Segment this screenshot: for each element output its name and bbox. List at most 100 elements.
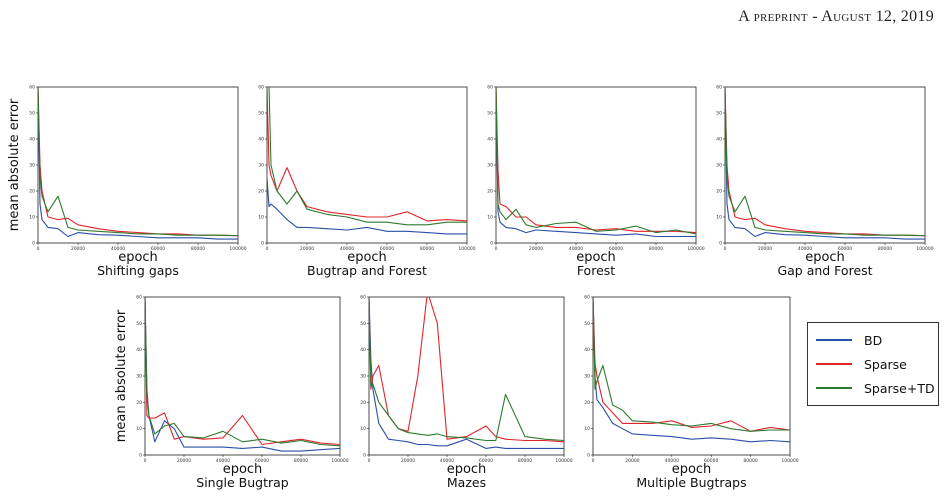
x-tick-label: 80000 bbox=[743, 458, 757, 464]
x-tick-label: 100000 bbox=[458, 246, 475, 252]
series-group bbox=[369, 297, 564, 449]
series-line-sparse bbox=[145, 297, 340, 446]
series-line-sparse bbox=[267, 87, 467, 222]
x-axis-label: epoch bbox=[118, 250, 158, 265]
chart-bugtrap-and-forest: 0 10 20 30 40 50 60 0 20000 40000 60000 80000 100000… bbox=[258, 85, 475, 279]
plot-frame bbox=[495, 86, 697, 244]
y-tick-label: 20 bbox=[136, 400, 142, 406]
legend-item-sparse: Sparse bbox=[816, 355, 907, 373]
x-axis-label: epoch bbox=[672, 462, 712, 477]
series-group bbox=[267, 87, 467, 235]
series-group bbox=[496, 87, 696, 238]
x-tick-label: 20000 bbox=[529, 246, 543, 252]
y-tick-label: 0 bbox=[139, 453, 142, 459]
y-tick-label: 40 bbox=[584, 347, 590, 353]
legend-label-sparse-td: Sparse+TD bbox=[864, 380, 935, 396]
y-tick-label: 50 bbox=[716, 111, 722, 117]
x-tick-label: 100000 bbox=[331, 458, 348, 464]
series-line-sparse bbox=[496, 87, 696, 234]
x-tick-label: 80000 bbox=[878, 246, 892, 252]
x-tick-label: 20000 bbox=[300, 246, 314, 252]
series-line-sparse bbox=[369, 297, 564, 443]
chart-title: Multiple Bugtraps bbox=[636, 475, 746, 490]
y-tick-label: 60 bbox=[584, 295, 590, 301]
y-tick-label: 0 bbox=[587, 453, 590, 459]
series-line-sparse-td bbox=[725, 87, 925, 237]
x-tick-label: 100000 bbox=[916, 246, 933, 252]
x-tick-label: 80000 bbox=[191, 246, 205, 252]
x-tick-label: 60000 bbox=[255, 458, 269, 464]
series-line-bd bbox=[496, 87, 696, 238]
y-tick-label: 30 bbox=[258, 163, 264, 169]
x-tick-label: 0 bbox=[495, 246, 498, 252]
y-axis-label: mean absolute error bbox=[114, 309, 129, 442]
y-tick-label: 30 bbox=[584, 374, 590, 380]
plot-frame bbox=[592, 296, 791, 456]
x-tick-label: 0 bbox=[144, 458, 147, 464]
y-tick-label: 60 bbox=[487, 85, 493, 91]
x-tick-label: 60000 bbox=[151, 246, 165, 252]
x-tick-label: 60000 bbox=[479, 458, 493, 464]
x-tick-label: 40000 bbox=[569, 246, 583, 252]
legend-label-bd: BD bbox=[864, 332, 883, 348]
legend-swatch-bd bbox=[816, 339, 852, 341]
x-tick-label: 100000 bbox=[687, 246, 704, 252]
series-group bbox=[725, 87, 925, 240]
chart-title: Gap and Forest bbox=[777, 263, 872, 278]
y-tick-label: 10 bbox=[29, 215, 35, 221]
chart-title: Forest bbox=[577, 263, 615, 278]
y-tick-label: 50 bbox=[360, 321, 366, 327]
y-tick-label: 50 bbox=[584, 321, 590, 327]
legend-swatch-sparse-td bbox=[816, 387, 852, 389]
y-tick-label: 50 bbox=[258, 111, 264, 117]
x-tick-label: 60000 bbox=[609, 246, 623, 252]
x-tick-label: 40000 bbox=[216, 458, 230, 464]
y-tick-label: 20 bbox=[258, 189, 264, 195]
y-tick-label: 20 bbox=[487, 189, 493, 195]
x-tick-label: 20000 bbox=[625, 458, 639, 464]
plot-frame bbox=[266, 86, 468, 244]
x-tick-label: 40000 bbox=[111, 246, 125, 252]
legend-label-sparse: Sparse bbox=[864, 356, 907, 372]
series-line-sparse bbox=[725, 87, 925, 237]
x-tick-label: 40000 bbox=[340, 246, 354, 252]
x-tick-label: 100000 bbox=[781, 458, 798, 464]
y-axis-label: mean absolute error bbox=[7, 98, 22, 231]
y-tick-label: 50 bbox=[136, 321, 142, 327]
y-tick-label: 60 bbox=[136, 295, 142, 301]
chart-shifting-gaps: 0 10 20 30 40 50 60 0 20000 40000 60000 80000 100000… bbox=[7, 85, 247, 279]
y-tick-label: 20 bbox=[716, 189, 722, 195]
x-tick-label: 20000 bbox=[177, 458, 191, 464]
y-tick-label: 30 bbox=[136, 374, 142, 380]
chart-title: Bugtrap and Forest bbox=[307, 263, 427, 278]
y-tick-label: 30 bbox=[487, 163, 493, 169]
chart-title: Shifting gaps bbox=[97, 263, 179, 278]
x-tick-label: 60000 bbox=[704, 458, 718, 464]
y-tick-label: 20 bbox=[360, 400, 366, 406]
x-axis-label: epoch bbox=[576, 250, 616, 265]
series-line-sparse-td bbox=[267, 87, 467, 226]
y-tick-label: 10 bbox=[136, 426, 142, 432]
x-tick-label: 20000 bbox=[401, 458, 415, 464]
y-tick-label: 0 bbox=[32, 241, 35, 247]
x-tick-label: 100000 bbox=[555, 458, 572, 464]
x-axis-label: epoch bbox=[347, 250, 387, 265]
series-line-sparse bbox=[593, 297, 790, 432]
y-tick-label: 20 bbox=[29, 189, 35, 195]
y-tick-label: 30 bbox=[716, 163, 722, 169]
series-group bbox=[593, 297, 790, 443]
y-tick-label: 30 bbox=[29, 163, 35, 169]
plot-frame bbox=[724, 86, 926, 244]
x-tick-label: 60000 bbox=[380, 246, 394, 252]
series-line-bd bbox=[369, 297, 564, 449]
series-line-sparse-td bbox=[369, 297, 564, 442]
y-tick-label: 0 bbox=[719, 241, 722, 247]
series-group bbox=[38, 87, 238, 240]
legend-item-bd: BD bbox=[816, 331, 882, 349]
y-tick-label: 10 bbox=[487, 215, 493, 221]
y-tick-label: 60 bbox=[258, 85, 264, 91]
x-tick-label: 0 bbox=[724, 246, 727, 252]
x-tick-label: 40000 bbox=[798, 246, 812, 252]
chart-multiple-bugtraps: 0 10 20 30 40 50 60 0 20000 40000 60000 80000 100000… bbox=[584, 295, 798, 491]
